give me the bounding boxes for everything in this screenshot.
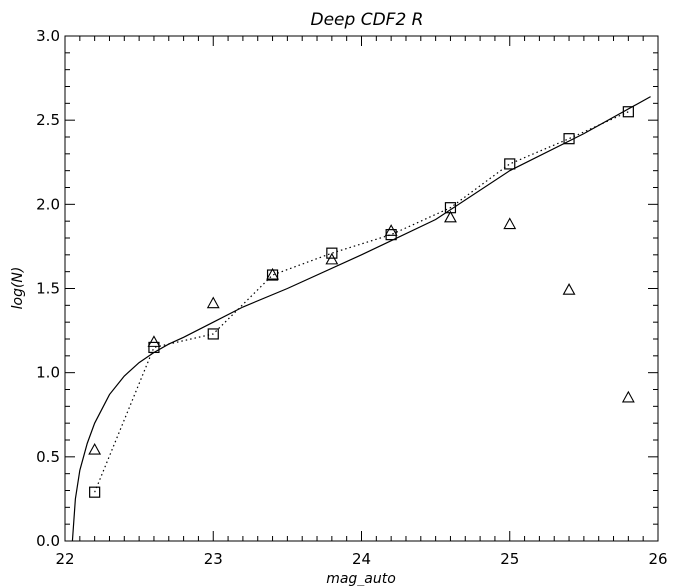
series-square: [90, 107, 634, 497]
axis-ticks: [65, 36, 658, 541]
square-marker: [623, 107, 633, 117]
triangle-marker: [386, 225, 397, 235]
triangle-marker: [89, 444, 100, 454]
connector-line: [95, 112, 629, 492]
x-tick-label: 25: [500, 550, 519, 568]
x-tick-label: 23: [204, 550, 223, 568]
triangle-marker: [445, 212, 456, 222]
y-axis-label: log(N): [10, 267, 26, 310]
triangle-marker: [504, 219, 515, 229]
x-tick-label: 24: [352, 550, 371, 568]
x-axis-label: mag_auto: [326, 571, 396, 586]
y-tick-label: 1.0: [36, 364, 60, 382]
y-tick-label: 3.0: [36, 27, 60, 45]
series-fit-curve: [72, 97, 650, 541]
y-tick-label: 2.0: [36, 195, 60, 213]
chart-title: Deep CDF2 R: [311, 10, 424, 30]
triangle-marker: [208, 298, 219, 308]
y-tick-label: 1.5: [36, 280, 60, 298]
fit-line: [72, 97, 650, 541]
series-triangle: [89, 212, 634, 454]
triangle-marker: [564, 284, 575, 294]
y-tick-label: 0.5: [36, 448, 60, 466]
y-tick-labels: 0.0 0.5 1.0 1.5 2.0 2.5 3.0: [36, 27, 60, 550]
data-series: [72, 97, 650, 541]
square-marker: [505, 159, 515, 169]
plot-frame: [65, 36, 658, 541]
x-tick-label: 26: [648, 550, 667, 568]
y-tick-label: 0.0: [36, 532, 60, 550]
triangle-marker: [326, 254, 337, 264]
x-tick-labels: 22 23 24 25 26: [55, 550, 667, 568]
y-tick-label: 2.5: [36, 111, 60, 129]
triangle-marker: [148, 336, 159, 346]
x-tick-label: 22: [55, 550, 74, 568]
triangle-marker: [623, 392, 634, 402]
